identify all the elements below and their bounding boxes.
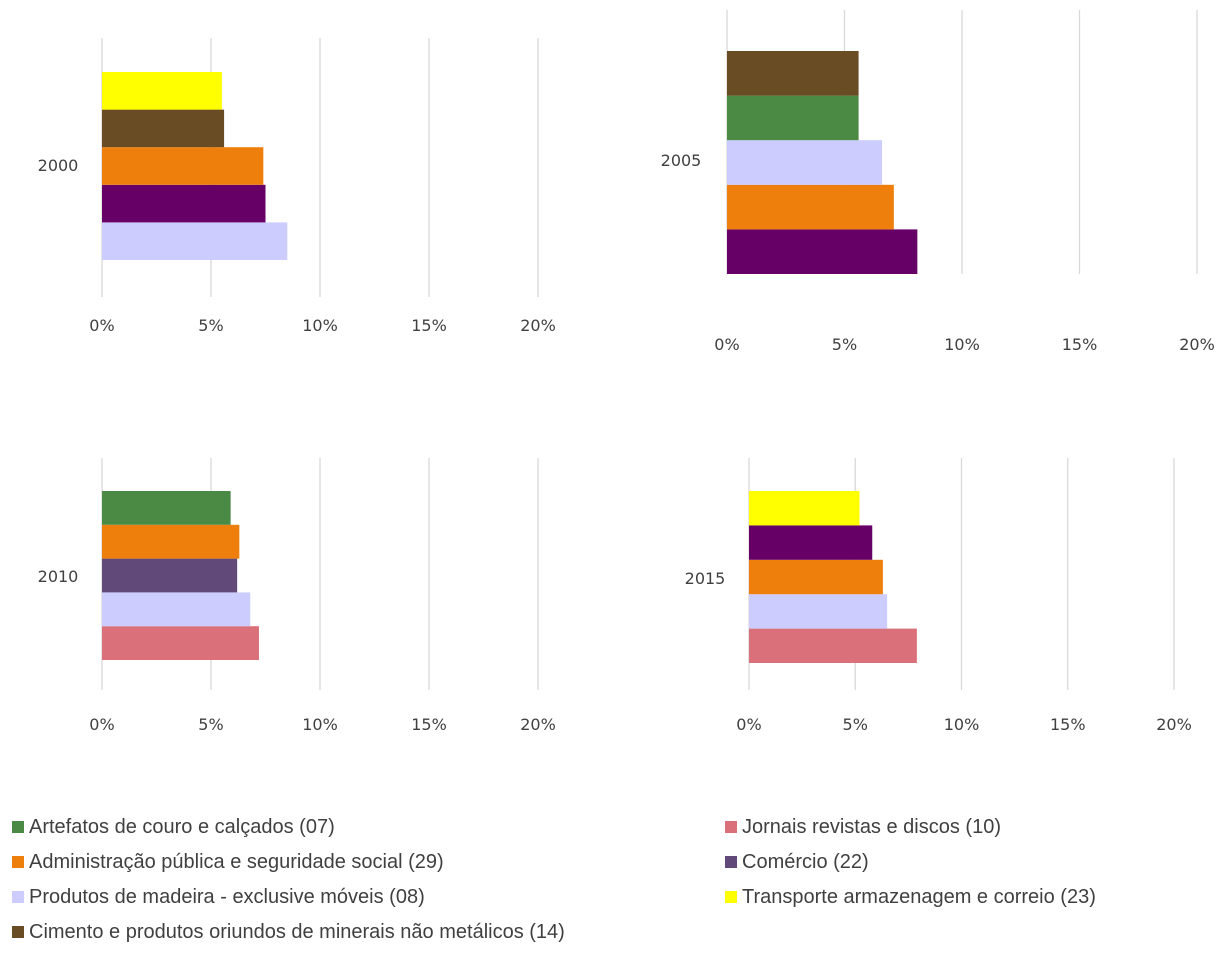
bar-transporte bbox=[749, 491, 860, 526]
x-tick-label: 15% bbox=[411, 715, 447, 734]
legend-item-jornais: Jornais revistas e discos (10) bbox=[725, 812, 1001, 842]
legend-label: Cimento e produtos oriundos de minerais … bbox=[29, 920, 565, 943]
legend-item-comercio: Comércio (22) bbox=[725, 847, 869, 877]
x-tick-label: 15% bbox=[1062, 335, 1098, 354]
x-tick-label: 10% bbox=[302, 715, 338, 734]
bar-jornais bbox=[102, 626, 259, 660]
chart-panel-2000: 0% 5% 10% 15% 20% 2000 bbox=[38, 38, 556, 335]
x-tick-label: 20% bbox=[1179, 335, 1215, 354]
bar-cimento bbox=[727, 51, 859, 96]
chart-panel-2005: 0% 5% 10% 15% 20% 2005 bbox=[661, 10, 1215, 354]
bar-comercio bbox=[102, 558, 238, 593]
x-tick-label: 0% bbox=[89, 316, 114, 335]
x-tick-label: 20% bbox=[1156, 715, 1192, 734]
legend-label: Artefatos de couro e calçados (07) bbox=[29, 815, 335, 838]
legend-item-produtos-madeira: Produtos de madeira - exclusive móveis (… bbox=[12, 882, 425, 912]
category-label: 2015 bbox=[685, 569, 726, 588]
legend-label: Transporte armazenagem e correio (23) bbox=[742, 885, 1096, 908]
legend-item-transporte: Transporte armazenagem e correio (23) bbox=[725, 882, 1096, 912]
category-label: 2000 bbox=[38, 156, 79, 175]
bar-cimento bbox=[102, 109, 225, 148]
bar-artefatos bbox=[102, 491, 231, 525]
legend-label: Comércio (22) bbox=[742, 850, 869, 873]
category-label: 2005 bbox=[661, 151, 702, 170]
bar-produtos_madeira bbox=[727, 140, 883, 185]
charts-canvas: 0% 5% 10% 15% 20% 2000 0% 5% 10% 15% 20% 2005 0% 5% 10… bbox=[38, 10, 1215, 734]
x-tick-label: 20% bbox=[520, 715, 556, 734]
chart-panel-2010: 0% 5% 10% 15% 20% 2010 bbox=[38, 458, 556, 734]
bar-comercio_dark bbox=[102, 184, 266, 223]
x-tick-label: 10% bbox=[944, 715, 980, 734]
bar-transporte bbox=[102, 72, 222, 110]
x-tick-label: 15% bbox=[1050, 715, 1086, 734]
bar-produtos_madeira bbox=[102, 592, 251, 627]
bar-administracao bbox=[749, 559, 883, 595]
bar-comercio_dark bbox=[727, 229, 918, 274]
x-tick-label: 5% bbox=[198, 715, 223, 734]
bar-administracao bbox=[102, 524, 240, 559]
legend-swatch-icon bbox=[12, 821, 24, 833]
bar-produtos_madeira bbox=[749, 594, 888, 629]
legend-swatch-icon bbox=[12, 856, 24, 868]
x-tick-label: 5% bbox=[843, 715, 868, 734]
bar-administracao bbox=[102, 147, 264, 185]
x-tick-label: 20% bbox=[520, 316, 556, 335]
bar-produtos_madeira bbox=[102, 222, 288, 260]
x-tick-label: 0% bbox=[714, 335, 739, 354]
legend-swatch-icon bbox=[12, 926, 24, 938]
bar-comercio_dark bbox=[749, 525, 873, 560]
legend-swatch-icon bbox=[12, 891, 24, 903]
legend-swatch-icon bbox=[725, 821, 737, 833]
x-tick-label: 15% bbox=[411, 316, 447, 335]
x-tick-label: 5% bbox=[198, 316, 223, 335]
legend: Artefatos de couro e calçados (07) Jorna… bbox=[0, 812, 1227, 962]
bar-jornais bbox=[749, 628, 917, 663]
chart-panel-2015: 0% 5% 10% 15% 20% 2015 bbox=[685, 458, 1192, 734]
x-tick-label: 5% bbox=[832, 335, 857, 354]
legend-swatch-icon bbox=[725, 891, 737, 903]
legend-item-administracao: Administração pública e seguridade socia… bbox=[12, 847, 444, 877]
x-tick-label: 10% bbox=[302, 316, 338, 335]
x-tick-label: 10% bbox=[944, 335, 980, 354]
x-tick-label: 0% bbox=[736, 715, 761, 734]
x-tick-label: 0% bbox=[89, 715, 114, 734]
legend-item-artefatos: Artefatos de couro e calçados (07) bbox=[12, 812, 335, 842]
legend-swatch-icon bbox=[725, 856, 737, 868]
legend-label: Jornais revistas e discos (10) bbox=[742, 815, 1001, 838]
bar-artefatos bbox=[727, 95, 859, 141]
bar-administracao bbox=[727, 184, 894, 230]
legend-label: Produtos de madeira - exclusive móveis (… bbox=[29, 885, 425, 908]
legend-label: Administração pública e seguridade socia… bbox=[29, 850, 444, 873]
category-label: 2010 bbox=[38, 567, 79, 586]
legend-item-cimento: Cimento e produtos oriundos de minerais … bbox=[12, 917, 565, 947]
